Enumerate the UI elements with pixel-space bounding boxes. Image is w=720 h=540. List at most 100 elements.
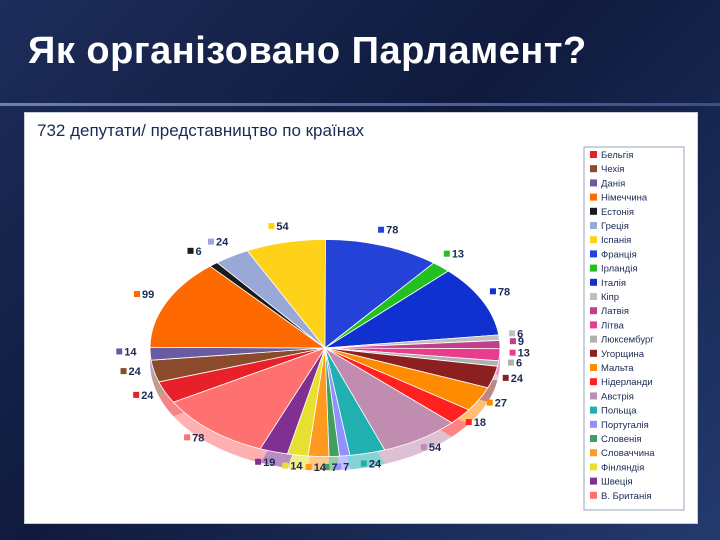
data-label-swatch: [509, 349, 516, 356]
pie-slice: [172, 347, 326, 450]
legend-label: Словенія: [601, 434, 642, 445]
data-label-swatch: [486, 399, 493, 406]
legend-label: Люксембург: [601, 335, 654, 346]
legend-label: Іспанія: [601, 235, 631, 246]
legend-swatch: [590, 321, 597, 329]
legend-swatch: [590, 307, 597, 315]
legend-swatch: [590, 207, 597, 215]
data-label: 54: [420, 442, 442, 454]
pie-slice: [324, 239, 435, 349]
legend-swatch: [590, 420, 597, 428]
data-label: 24: [208, 237, 229, 249]
legend-label: Польща: [601, 406, 637, 417]
data-label: 24: [120, 366, 142, 378]
legend-swatch: [590, 278, 597, 286]
legend-label: Літва: [601, 320, 625, 331]
legend-swatch: [590, 349, 597, 357]
legend-label: Італія: [601, 278, 626, 289]
data-label: 6: [509, 328, 523, 340]
legend-label: Португалія: [601, 420, 649, 431]
pie-slice: [324, 270, 500, 349]
data-label-text: 24: [216, 237, 229, 249]
data-label-text: 7: [331, 462, 337, 474]
data-label-swatch: [116, 348, 123, 355]
legend-swatch: [590, 449, 597, 457]
legend-label: Німеччина: [601, 193, 648, 204]
data-label-swatch: [420, 444, 427, 451]
data-label-text: 78: [192, 432, 204, 444]
legend-swatch: [590, 406, 597, 414]
data-label-text: 24: [129, 366, 142, 378]
data-label-text: 54: [276, 221, 289, 233]
data-label-swatch: [509, 338, 516, 345]
legend-swatch: [590, 293, 597, 300]
data-label-text: 9: [518, 336, 524, 348]
data-label-swatch: [255, 458, 262, 465]
data-label-text: 14: [290, 461, 303, 473]
legend-swatch: [590, 435, 597, 442]
data-label: 78: [184, 432, 204, 444]
legend-swatch: [590, 392, 597, 400]
legend-swatch: [590, 335, 597, 343]
data-label: 14: [305, 462, 327, 474]
data-label-swatch: [509, 330, 516, 337]
data-label: 6: [187, 246, 202, 258]
data-label-text: 78: [498, 286, 510, 298]
data-label-swatch: [502, 374, 509, 381]
data-label: 78: [378, 225, 398, 237]
data-label-swatch: [507, 359, 514, 366]
data-label-text: 6: [196, 246, 202, 258]
legend-swatch: [590, 364, 597, 371]
data-label: 7: [323, 462, 338, 474]
slide-title: Як організовано Парламент?: [28, 30, 587, 72]
data-label: 27: [486, 398, 507, 410]
data-label-swatch: [282, 462, 289, 469]
data-label-swatch: [305, 464, 312, 471]
data-label-swatch: [378, 226, 385, 233]
legend-swatch: [590, 165, 597, 173]
data-label: 13: [443, 249, 464, 261]
data-label: 14: [116, 346, 137, 358]
pie-slice: [149, 265, 327, 349]
legend-swatch: [590, 378, 597, 386]
legend-swatch: [590, 179, 597, 187]
data-label: 19: [255, 457, 275, 469]
data-label-swatch: [133, 391, 140, 398]
data-label-text: 7: [343, 461, 349, 473]
data-label-swatch: [465, 419, 472, 426]
data-label-text: 78: [386, 225, 398, 237]
legend-label: Нідерланди: [601, 377, 653, 388]
data-label-text: 54: [429, 442, 442, 454]
legend-swatch: [590, 463, 597, 471]
data-label-swatch: [208, 238, 215, 245]
data-label-swatch: [184, 434, 191, 441]
legend-label: Франція: [601, 249, 637, 260]
data-label-swatch: [489, 288, 496, 295]
chart-panel: 732 депутати/ представництво по країнах …: [24, 112, 698, 524]
legend-swatch: [590, 264, 597, 272]
legend-swatch: [590, 151, 597, 158]
legend-label: Латвія: [601, 306, 629, 317]
legend-label: Мальта: [601, 363, 634, 374]
legend-label: Чехія: [601, 164, 624, 175]
legend-label: В. Британія: [601, 491, 651, 502]
data-label-text: 14: [124, 346, 137, 358]
legend-swatch: [590, 193, 597, 201]
data-label-text: 6: [517, 328, 523, 340]
data-label: 9: [509, 336, 524, 348]
data-label: 24: [360, 458, 382, 470]
data-label-swatch: [443, 250, 450, 257]
legend-label: Словаччина: [601, 448, 655, 459]
legend-swatch: [590, 250, 597, 258]
data-label: 24: [133, 390, 154, 402]
legend-swatch: [590, 491, 597, 499]
data-label-swatch: [187, 247, 194, 254]
data-label-text: 24: [511, 373, 524, 385]
data-label-text: 18: [474, 417, 486, 429]
data-label: 24: [502, 373, 524, 385]
legend-label: Греція: [601, 221, 629, 232]
data-label: 13: [509, 348, 530, 360]
chart-title: 732 депутати/ представництво по країнах: [37, 121, 365, 140]
legend-label: Фінляндія: [601, 462, 644, 473]
